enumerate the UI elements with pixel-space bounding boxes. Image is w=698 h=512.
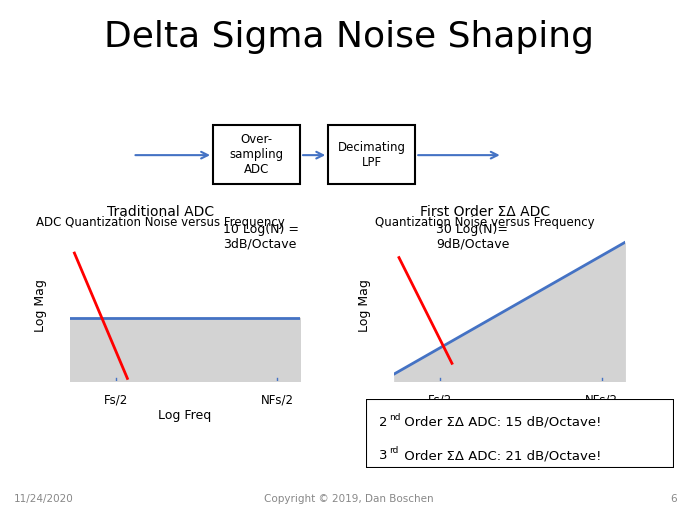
Text: 6: 6 <box>671 494 677 504</box>
Text: Fs/2: Fs/2 <box>429 394 452 407</box>
Text: 10 Log(N) =
3dB/Octave: 10 Log(N) = 3dB/Octave <box>223 223 299 251</box>
Text: Over-
sampling
ADC: Over- sampling ADC <box>230 134 283 176</box>
Text: Log Mag: Log Mag <box>358 280 371 332</box>
Text: Log Mag: Log Mag <box>34 280 47 332</box>
Text: 2: 2 <box>379 416 387 429</box>
Text: Order ΣΔ ADC: 21 dB/Octave!: Order ΣΔ ADC: 21 dB/Octave! <box>400 449 602 462</box>
Text: 30 Log(N)=
9dB/Octave: 30 Log(N)= 9dB/Octave <box>436 223 510 251</box>
Text: Copyright © 2019, Dan Boschen: Copyright © 2019, Dan Boschen <box>264 494 434 504</box>
Text: First Order ΣΔ ADC: First Order ΣΔ ADC <box>420 205 550 219</box>
Text: Delta Sigma Noise Shaping: Delta Sigma Noise Shaping <box>104 20 594 54</box>
Text: Log Freq: Log Freq <box>483 409 536 421</box>
Text: NFs/2: NFs/2 <box>260 394 294 407</box>
Text: Fs/2: Fs/2 <box>104 394 128 407</box>
Text: Traditional ADC: Traditional ADC <box>107 205 214 219</box>
Text: nd: nd <box>389 413 401 422</box>
Text: Quantization Noise versus Frequency: Quantization Noise versus Frequency <box>376 216 595 229</box>
Text: ADC Quantization Noise versus Frequency: ADC Quantization Noise versus Frequency <box>36 216 285 229</box>
Text: Log Freq: Log Freq <box>158 409 211 421</box>
Text: 3: 3 <box>379 449 387 462</box>
Text: rd: rd <box>389 446 399 455</box>
Text: 11/24/2020: 11/24/2020 <box>14 494 74 504</box>
Text: Decimating
LPF: Decimating LPF <box>338 141 406 169</box>
Text: Order ΣΔ ADC: 15 dB/Octave!: Order ΣΔ ADC: 15 dB/Octave! <box>400 416 602 429</box>
Text: NFs/2: NFs/2 <box>585 394 618 407</box>
